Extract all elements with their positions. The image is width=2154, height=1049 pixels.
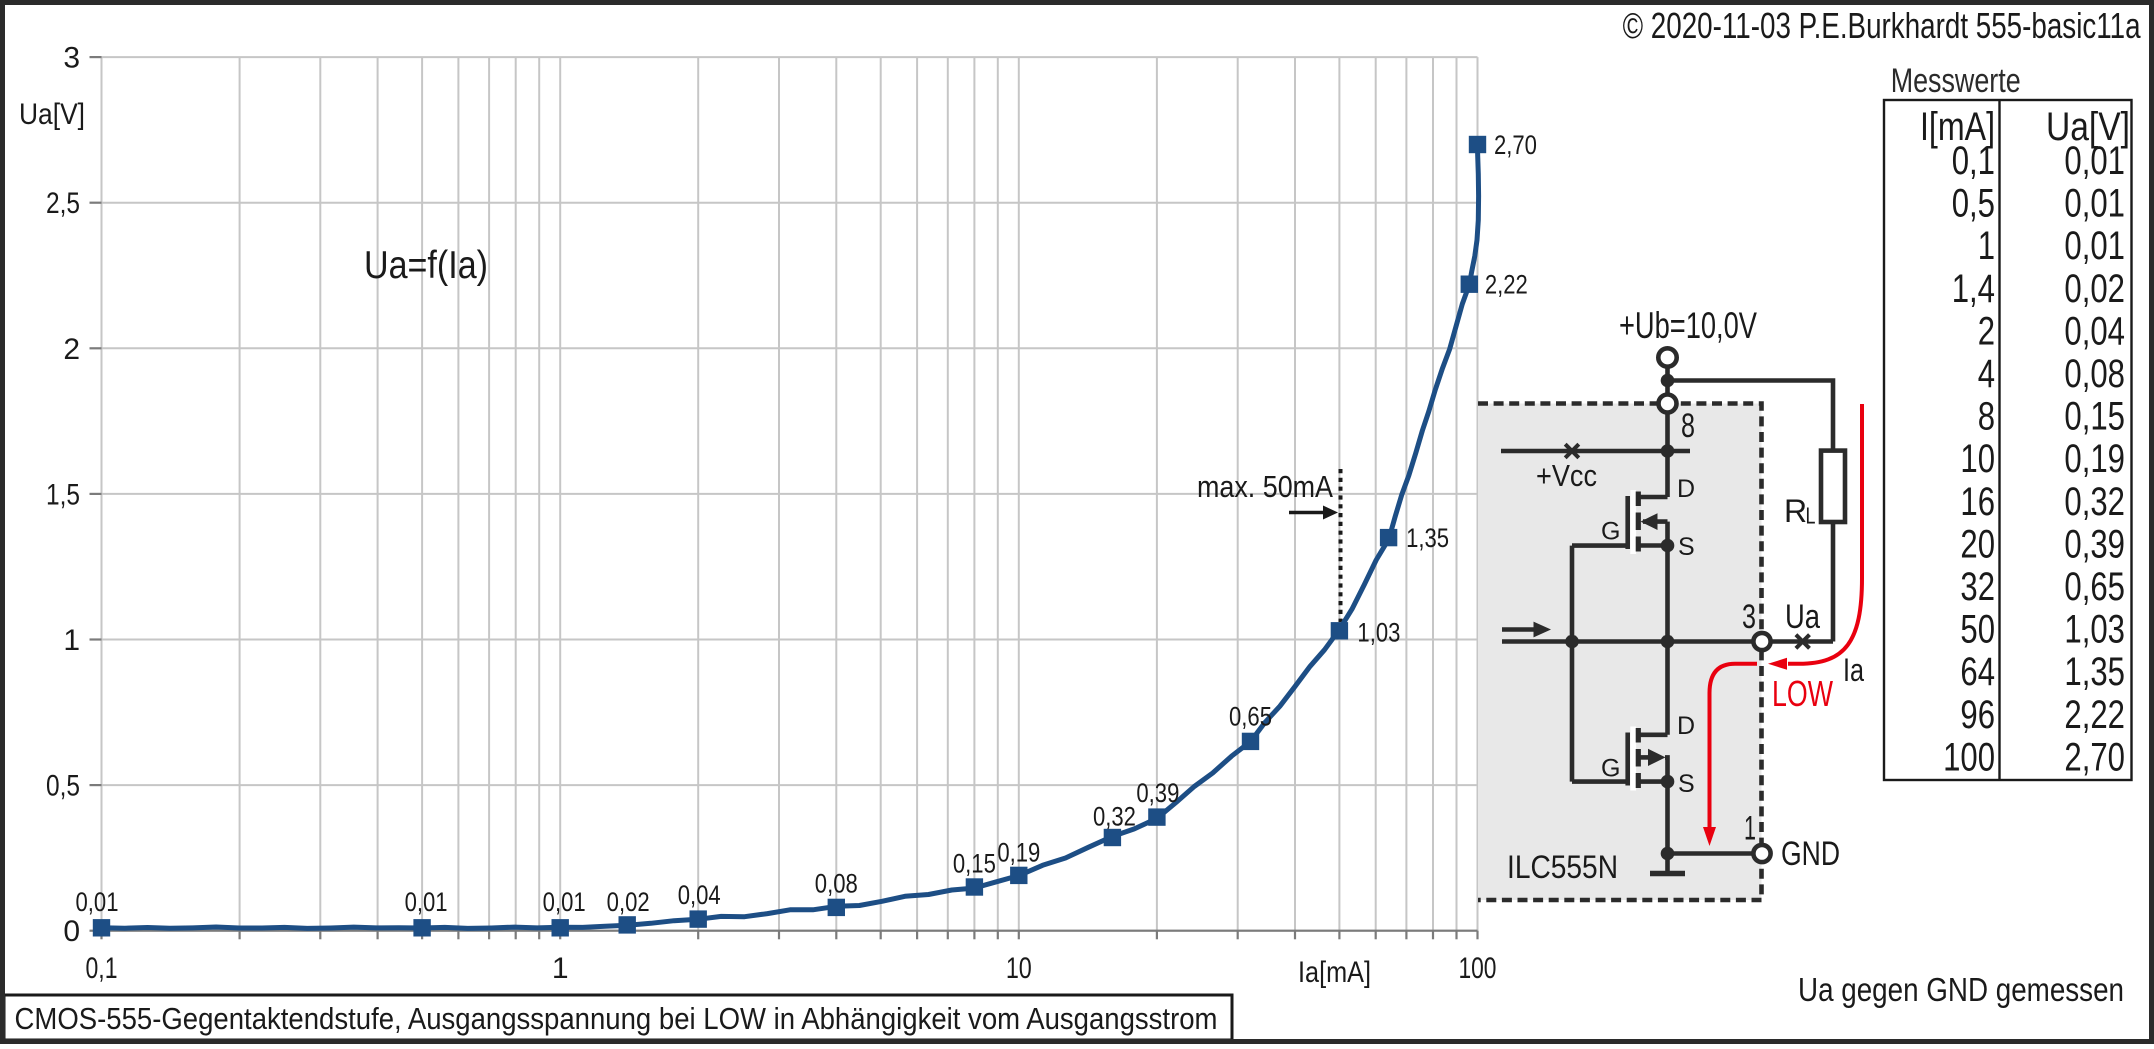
svg-text:0,1: 0,1: [1952, 139, 1995, 183]
svg-text:1: 1: [1978, 224, 1995, 268]
svg-text:1: 1: [63, 624, 80, 657]
svg-text:2,22: 2,22: [1485, 270, 1528, 300]
svg-text:0,02: 0,02: [2064, 267, 2125, 311]
svg-text:0,04: 0,04: [678, 880, 721, 910]
svg-text:L: L: [1806, 503, 1816, 529]
svg-text:100: 100: [1943, 735, 1995, 779]
svg-text:R: R: [1784, 493, 1807, 529]
svg-text:0,1: 0,1: [86, 952, 118, 985]
svg-text:0,01: 0,01: [405, 887, 448, 917]
svg-text:0,01: 0,01: [2064, 224, 2125, 268]
svg-text:G: G: [1601, 755, 1620, 783]
svg-text:0,01: 0,01: [543, 887, 586, 917]
svg-text:Ua[V]: Ua[V]: [2046, 105, 2130, 149]
svg-text:0,08: 0,08: [815, 868, 858, 898]
svg-text:0,02: 0,02: [607, 887, 650, 917]
svg-text:1,03: 1,03: [1357, 617, 1400, 647]
svg-text:0,04: 0,04: [2064, 309, 2125, 353]
svg-text:8: 8: [1681, 407, 1695, 445]
svg-text:1,5: 1,5: [46, 478, 80, 511]
svg-text:3: 3: [63, 42, 80, 75]
svg-text:2,5: 2,5: [46, 187, 80, 220]
svg-text:32: 32: [1960, 565, 1995, 609]
svg-text:ILC555N: ILC555N: [1507, 849, 1618, 885]
svg-text:10: 10: [1960, 437, 1995, 481]
svg-text:2,70: 2,70: [1494, 130, 1537, 160]
svg-text:3: 3: [1742, 598, 1756, 636]
svg-text:0,01: 0,01: [2064, 139, 2125, 183]
svg-text:100: 100: [1458, 952, 1496, 985]
svg-text:0,5: 0,5: [1952, 182, 1995, 226]
svg-text:G: G: [1601, 518, 1620, 546]
svg-text:20: 20: [1960, 522, 1995, 566]
svg-text:0: 0: [63, 915, 80, 948]
svg-text:0,19: 0,19: [2064, 437, 2125, 481]
svg-text:1,35: 1,35: [1406, 523, 1449, 553]
svg-text:10: 10: [1006, 952, 1032, 985]
svg-text:8: 8: [1978, 395, 1995, 439]
svg-text:© 2020-11-03 P.E.Burkhardt 555: © 2020-11-03 P.E.Burkhardt 555-basic11a: [1623, 5, 2142, 46]
svg-text:D: D: [1677, 712, 1695, 740]
svg-text:0,01: 0,01: [2064, 182, 2125, 226]
svg-text:0,08: 0,08: [2064, 352, 2125, 396]
svg-text:S: S: [1678, 770, 1695, 798]
svg-text:2: 2: [1978, 309, 1995, 353]
svg-text:0,01: 0,01: [76, 887, 119, 917]
svg-text:1,35: 1,35: [2064, 650, 2125, 694]
svg-text:96: 96: [1960, 693, 1995, 737]
svg-text:1,4: 1,4: [1952, 267, 1995, 311]
svg-text:16: 16: [1960, 480, 1995, 524]
svg-text:LOW: LOW: [1772, 673, 1833, 714]
svg-text:Messwerte: Messwerte: [1891, 62, 2021, 100]
svg-text:2: 2: [63, 333, 80, 366]
svg-text:Ia[mA]: Ia[mA]: [1298, 956, 1371, 989]
svg-text:0,39: 0,39: [1136, 778, 1179, 808]
svg-text:+Ub=10,0V: +Ub=10,0V: [1619, 305, 1757, 346]
svg-text:4: 4: [1978, 352, 1995, 396]
svg-text:0,15: 0,15: [2064, 395, 2125, 439]
svg-text:D: D: [1677, 475, 1695, 503]
svg-text:max. 50mA: max. 50mA: [1197, 469, 1333, 504]
svg-text:Ia: Ia: [1843, 652, 1864, 688]
svg-text:S: S: [1678, 533, 1695, 561]
svg-text:50: 50: [1960, 608, 1995, 652]
svg-text:GND: GND: [1781, 835, 1840, 873]
svg-text:Ua gegen GND gemessen: Ua gegen GND gemessen: [1798, 971, 2124, 1008]
svg-text:Ua[V]: Ua[V]: [19, 98, 85, 131]
svg-text:1: 1: [552, 952, 569, 985]
svg-text:2,70: 2,70: [2064, 735, 2125, 779]
svg-text:0,32: 0,32: [2064, 480, 2125, 524]
svg-text:0,19: 0,19: [997, 837, 1040, 867]
svg-text:0,15: 0,15: [953, 849, 996, 879]
svg-text:0,5: 0,5: [46, 770, 80, 803]
svg-text:Ua: Ua: [1785, 598, 1820, 636]
svg-text:1,03: 1,03: [2064, 608, 2125, 652]
svg-text:1: 1: [1744, 810, 1756, 848]
svg-text:Ua=f(Ia): Ua=f(Ia): [364, 244, 488, 287]
svg-text:0,65: 0,65: [2064, 565, 2125, 609]
svg-text:0,32: 0,32: [1093, 802, 1136, 832]
svg-text:0,39: 0,39: [2064, 522, 2125, 566]
svg-text:I[mA]: I[mA]: [1920, 105, 1995, 149]
svg-text:2,22: 2,22: [2064, 693, 2125, 737]
svg-text:CMOS-555-Gegentaktendstufe, Au: CMOS-555-Gegentaktendstufe, Ausgangsspan…: [15, 1001, 1218, 1036]
svg-text:64: 64: [1960, 650, 1995, 694]
svg-text:0,65: 0,65: [1229, 701, 1272, 731]
svg-text:+Vcc: +Vcc: [1536, 458, 1597, 493]
